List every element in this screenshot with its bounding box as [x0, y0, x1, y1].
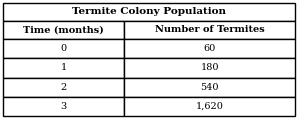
- Text: Termite Colony Population: Termite Colony Population: [72, 7, 226, 17]
- Bar: [124, 77, 295, 97]
- Bar: [3, 77, 124, 97]
- Text: 180: 180: [200, 63, 219, 72]
- Bar: [3, 39, 124, 58]
- Bar: [3, 58, 124, 77]
- Bar: [124, 21, 295, 39]
- Text: Time (months): Time (months): [23, 25, 104, 35]
- Text: 0: 0: [60, 44, 67, 53]
- Bar: [3, 97, 124, 116]
- Bar: [124, 97, 295, 116]
- Text: 3: 3: [60, 102, 67, 111]
- Bar: [3, 3, 295, 21]
- Text: 540: 540: [200, 83, 219, 92]
- Text: Number of Termites: Number of Termites: [155, 25, 264, 35]
- Text: 2: 2: [60, 83, 67, 92]
- Text: 60: 60: [204, 44, 216, 53]
- Bar: [124, 58, 295, 77]
- Text: 1,620: 1,620: [196, 102, 224, 111]
- Bar: [3, 21, 124, 39]
- Text: 1: 1: [60, 63, 67, 72]
- Bar: [124, 39, 295, 58]
